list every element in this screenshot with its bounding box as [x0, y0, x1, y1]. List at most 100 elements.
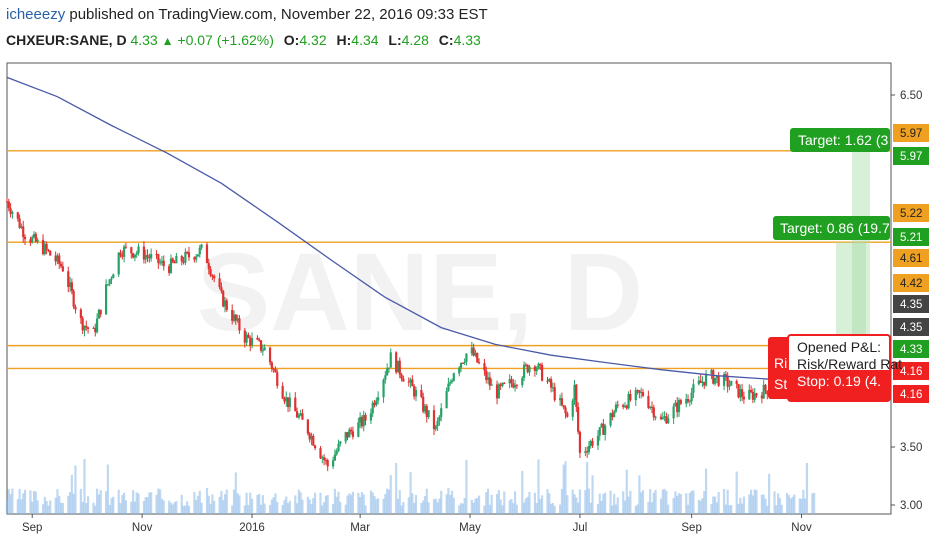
volume-bar — [29, 490, 32, 514]
candle-body — [186, 251, 189, 253]
candle-body — [29, 239, 32, 243]
volume-bar — [369, 490, 373, 514]
price-label: 4.16 — [900, 366, 922, 378]
candle-body — [629, 393, 632, 401]
symbol-name: CHXEUR:SANE, D — [6, 32, 127, 48]
candle-body — [402, 378, 405, 382]
candle-body — [357, 422, 360, 437]
volume-bar — [420, 502, 423, 514]
volume-bar — [79, 488, 82, 514]
volume-bar — [285, 496, 288, 514]
volume-bar — [232, 489, 236, 514]
candle-body — [550, 379, 553, 388]
volume-bar — [575, 497, 578, 514]
volume-bar — [438, 498, 441, 514]
volume-bar — [54, 497, 57, 514]
price-label-box — [893, 295, 929, 313]
volume-bar — [739, 497, 742, 514]
high-value: 4.34 — [351, 32, 379, 48]
candle-body — [474, 352, 477, 356]
close-value: 4.33 — [453, 32, 481, 48]
candle-body — [577, 407, 580, 432]
volume-bar — [690, 490, 693, 514]
volume-bar — [499, 499, 502, 514]
candle-body — [398, 360, 401, 375]
volume-bar — [160, 498, 164, 514]
volume-bar — [764, 498, 767, 514]
candle-body — [650, 406, 654, 408]
volume-bar — [47, 505, 50, 514]
volume-bar — [730, 505, 733, 514]
volume-bar — [173, 502, 176, 514]
target-label-box — [773, 216, 890, 240]
candle-body — [551, 387, 555, 389]
volume-bar — [566, 495, 569, 514]
candle-body — [245, 334, 248, 343]
x-tick-label: Nov — [132, 522, 153, 534]
candle-body — [155, 254, 158, 256]
candle-body — [160, 260, 164, 263]
candle-body — [420, 390, 423, 397]
candle-body — [350, 429, 353, 432]
candle-body — [510, 379, 513, 384]
candle-body — [659, 416, 663, 420]
candle-body — [301, 413, 304, 420]
volume-bar — [184, 505, 187, 514]
volume-bar — [791, 496, 794, 514]
volume-bar — [688, 492, 691, 514]
candle-body — [423, 405, 427, 412]
volume-bar — [503, 491, 506, 514]
price-label: 4.42 — [900, 278, 922, 290]
volume-bar — [23, 489, 27, 514]
close-label: C: — [438, 32, 454, 48]
candle-body — [297, 415, 300, 418]
volume-bar — [146, 497, 149, 514]
volume-bar — [614, 504, 618, 514]
volume-bar — [36, 500, 39, 514]
volume-bar — [661, 489, 664, 514]
volume-bar — [400, 505, 403, 514]
candle-body — [218, 278, 221, 288]
volume-bar — [596, 504, 600, 514]
volume-bar — [263, 503, 266, 514]
price-label: 5.22 — [900, 208, 922, 220]
candle-body — [259, 340, 263, 351]
volume-bar — [97, 494, 100, 514]
candle-body — [146, 255, 149, 257]
candle-body — [7, 201, 10, 209]
candle-body — [261, 350, 264, 352]
price-label-box — [893, 204, 929, 222]
candle-body — [571, 400, 574, 417]
volume-bar — [432, 499, 436, 514]
volume-bar — [209, 503, 212, 514]
volume-bar — [629, 490, 632, 514]
candle-body — [348, 429, 351, 438]
volume-bar — [537, 459, 540, 514]
candle-body — [713, 377, 717, 384]
candle-body — [674, 402, 677, 407]
candle-body — [371, 402, 374, 414]
target-zone — [852, 150, 870, 349]
candle-body — [299, 413, 302, 416]
volume-bar — [371, 492, 374, 514]
volume-bar — [573, 494, 576, 514]
volume-bar — [445, 494, 448, 514]
volume-bar — [144, 497, 147, 514]
volume-bar — [409, 472, 412, 514]
volume-bar — [422, 500, 425, 514]
volume-bar — [672, 497, 675, 514]
symbol-line: CHXEUR:SANE, D 4.33 ▲ +0.07 (+1.62%) O:4… — [6, 32, 481, 48]
volume-bar — [67, 495, 70, 514]
candle-body — [625, 405, 628, 409]
volume-bar — [92, 502, 95, 514]
candle-body — [740, 389, 744, 397]
candle-body — [133, 254, 137, 258]
candle-body — [724, 374, 727, 376]
volume-bar — [81, 501, 84, 514]
author-link[interactable]: icheeezy — [6, 6, 66, 23]
candle-body — [310, 435, 313, 440]
candle-body — [270, 362, 273, 369]
volume-bar — [802, 489, 805, 514]
candle-body — [346, 432, 349, 438]
